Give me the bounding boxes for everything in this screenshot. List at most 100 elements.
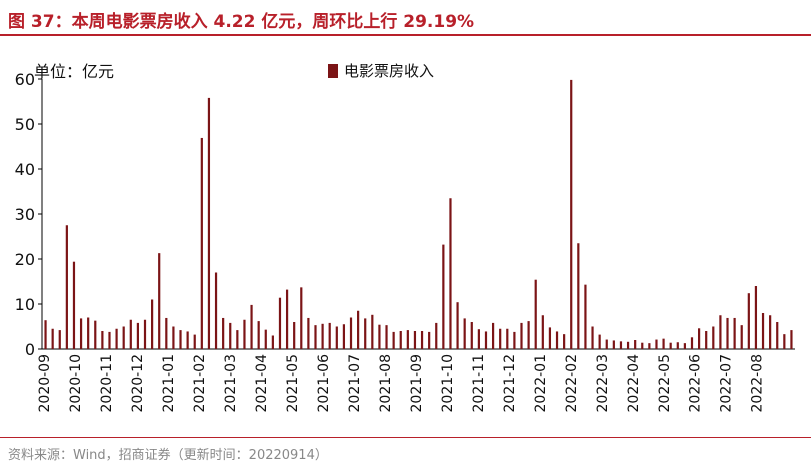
bar xyxy=(662,338,665,349)
bar xyxy=(591,326,594,349)
bar xyxy=(506,328,509,349)
bar xyxy=(271,335,274,349)
bar xyxy=(328,322,331,349)
bar xyxy=(477,329,480,349)
bar xyxy=(44,320,47,349)
bar xyxy=(761,313,765,349)
bar xyxy=(605,339,608,349)
x-tick-label: 2022-02 xyxy=(564,354,580,413)
y-tick-label: 0 xyxy=(25,340,35,359)
bar xyxy=(776,322,779,349)
bar xyxy=(87,317,90,349)
bar xyxy=(413,331,417,349)
y-tick-label: 60 xyxy=(15,70,35,89)
bar xyxy=(513,331,516,349)
bar xyxy=(165,317,168,349)
bar xyxy=(435,322,438,349)
bar xyxy=(491,322,495,349)
bar xyxy=(719,315,722,349)
bar xyxy=(747,293,750,349)
x-tick-label: 2021-03 xyxy=(223,354,239,413)
x-tick-label: 2021-09 xyxy=(409,354,425,413)
bar xyxy=(428,331,431,349)
bar xyxy=(669,342,672,349)
bar xyxy=(570,79,573,350)
bar xyxy=(371,314,374,349)
bar xyxy=(264,329,267,349)
bar xyxy=(172,326,175,349)
bar xyxy=(733,317,736,349)
x-tick-label: 2022-07 xyxy=(719,354,735,413)
bar xyxy=(94,320,97,349)
bar xyxy=(250,304,253,349)
bar xyxy=(257,321,260,349)
bar xyxy=(314,325,317,349)
x-tick-label: 2021-10 xyxy=(440,354,456,413)
bar xyxy=(740,325,743,349)
bar xyxy=(655,339,658,349)
bar xyxy=(534,279,537,349)
legend-swatch xyxy=(328,63,338,78)
bar xyxy=(293,322,296,349)
bar xyxy=(406,330,409,349)
bar xyxy=(357,310,360,349)
bar xyxy=(783,334,786,349)
bar xyxy=(115,328,118,349)
bar xyxy=(392,331,395,349)
bar xyxy=(541,315,544,349)
x-tick-label: 2021-08 xyxy=(378,354,394,413)
bar xyxy=(378,324,381,349)
bar xyxy=(72,261,76,349)
bar xyxy=(58,330,61,349)
bar xyxy=(385,325,388,349)
bar xyxy=(577,243,580,349)
x-tick-label: 2020-10 xyxy=(68,354,84,413)
x-tick-label: 2022-03 xyxy=(595,354,611,413)
bar xyxy=(179,330,182,349)
bar xyxy=(285,289,289,349)
bar xyxy=(129,319,132,349)
x-tick-label: 2021-11 xyxy=(471,354,487,413)
bar xyxy=(307,317,310,349)
y-tick-label: 10 xyxy=(15,295,35,314)
source-divider xyxy=(0,437,811,438)
bar xyxy=(769,315,772,349)
x-tick-label: 2021-07 xyxy=(347,354,363,413)
bar xyxy=(634,340,637,349)
legend-label: 电影票房收入 xyxy=(344,62,435,80)
bar xyxy=(186,331,189,349)
bar xyxy=(676,342,679,349)
bar xyxy=(690,337,694,349)
bar xyxy=(641,342,644,349)
x-tick-label: 2022-08 xyxy=(750,354,766,413)
bar xyxy=(349,317,353,349)
y-tick-label: 20 xyxy=(15,250,35,269)
bar xyxy=(79,318,83,349)
unit-label: 单位：亿元 xyxy=(34,62,115,81)
x-tick-label: 2020-11 xyxy=(99,354,115,413)
x-tick-label: 2021-04 xyxy=(254,354,270,413)
bar xyxy=(243,319,246,349)
bar xyxy=(726,317,729,349)
bar xyxy=(563,334,566,349)
x-tick-label: 2022-01 xyxy=(533,354,549,413)
bar xyxy=(705,331,708,349)
bar xyxy=(548,327,552,349)
bar xyxy=(712,326,715,349)
bar xyxy=(335,326,338,349)
bar xyxy=(214,272,218,349)
bar xyxy=(321,323,324,349)
bar xyxy=(520,322,523,349)
bar xyxy=(555,331,559,349)
bar xyxy=(200,137,203,349)
bar xyxy=(300,287,303,349)
bar xyxy=(158,253,161,349)
source-note: 资料来源：Wind，招商证券（更新时间：20220914） xyxy=(8,448,328,463)
bar xyxy=(499,328,502,349)
legend: 电影票房收入 xyxy=(328,60,434,81)
bar xyxy=(527,321,530,349)
x-tick-label: 2022-04 xyxy=(626,354,642,413)
x-tick-label: 2020-09 xyxy=(37,354,53,413)
bar xyxy=(698,328,701,349)
